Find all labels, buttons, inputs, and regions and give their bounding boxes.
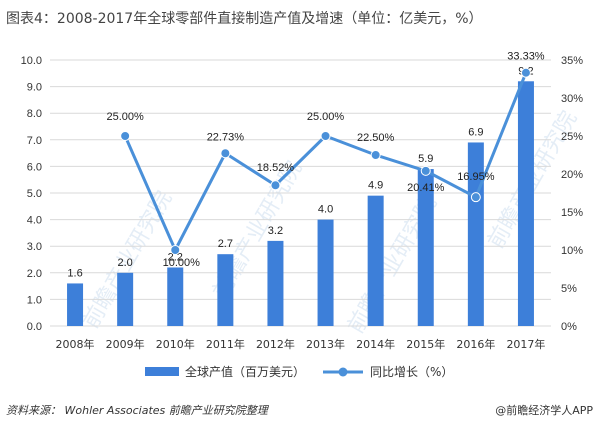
x-tick-label: 2017年 [506, 337, 545, 351]
y-left-tick-label: 7.0 [27, 135, 42, 147]
growth-value-label: 22.73% [207, 131, 245, 143]
growth-value-label: 33.33% [507, 51, 545, 63]
bar-value-label: 4.9 [368, 180, 383, 192]
bar-value-label: 1.6 [67, 267, 82, 279]
y-left-tick-label: 3.0 [27, 241, 42, 253]
chart-title: 图表4：2008-2017年全球零部件直接制造产值及增速（单位：亿美元，%） [6, 11, 483, 27]
bar [517, 81, 534, 326]
x-tick-label: 2011年 [206, 337, 245, 351]
growth-value-label: 22.50% [357, 132, 395, 144]
growth-point [420, 165, 431, 176]
y-right-tick-label: 10% [561, 245, 583, 257]
y-right-tick-label: 20% [561, 169, 583, 181]
y-right-tick-label: 30% [561, 93, 583, 105]
y-left-tick-label: 0.0 [27, 321, 42, 333]
x-tick-label: 2014年 [356, 337, 395, 351]
y-left-tick-label: 5.0 [27, 188, 42, 200]
growth-point [370, 150, 381, 160]
bar-value-label: 3.2 [268, 225, 283, 237]
bar [117, 272, 134, 326]
bar [417, 169, 434, 326]
growth-value-label: 20.41% [407, 182, 445, 194]
growth-value-label: 25.00% [106, 111, 144, 123]
growth-point [120, 131, 131, 141]
bar [367, 195, 384, 326]
y-right-tick-label: 15% [561, 207, 583, 219]
bar-value-label: 2.0 [118, 257, 133, 269]
y-left-tick-label: 1.0 [27, 294, 42, 306]
growth-value-label: 18.52% [257, 162, 295, 174]
bar-value-label: 4.0 [318, 204, 333, 216]
growth-point [170, 245, 181, 255]
x-tick-label: 2010年 [156, 337, 195, 351]
legend-label-line: 同比增长（%） [370, 365, 453, 379]
growth-point [220, 148, 231, 159]
growth-point [270, 180, 281, 191]
brand-credit: @前瞻经济学人APP [495, 404, 593, 417]
y-left-tick-label: 4.0 [27, 215, 42, 227]
bar [67, 283, 84, 326]
x-tick-label: 2008年 [56, 337, 95, 351]
growth-value-label: 25.00% [307, 111, 345, 123]
y-left-tick-label: 8.0 [27, 108, 42, 120]
growth-value-label: 16.95% [457, 171, 495, 183]
legend-swatch-marker [338, 367, 348, 377]
bar-value-label: 2.2 [168, 251, 183, 263]
x-tick-label: 2009年 [106, 337, 145, 351]
growth-point [470, 192, 481, 203]
growth-value-label: 10.00% [163, 257, 201, 269]
growth-point [320, 131, 331, 141]
y-left-tick-label: 10.0 [21, 55, 42, 67]
bar-value-label: 6.9 [468, 126, 483, 138]
y-left-tick-label: 2.0 [27, 268, 42, 280]
x-tick-label: 2012年 [256, 337, 295, 351]
y-right-tick-label: 25% [561, 131, 583, 143]
bar [317, 219, 334, 326]
bar [267, 240, 284, 326]
x-tick-label: 2015年 [406, 337, 445, 351]
bar [467, 142, 484, 326]
x-tick-label: 2013年 [306, 337, 345, 351]
y-left-tick-label: 6.0 [27, 161, 42, 173]
bar-value-label: 2.7 [218, 238, 233, 250]
x-tick-label: 2016年 [456, 337, 495, 351]
y-left-tick-label: 9.0 [27, 82, 42, 94]
bar [217, 254, 234, 326]
y-right-tick-label: 0% [561, 321, 577, 333]
y-right-tick-label: 5% [561, 283, 577, 295]
source-note: 资料来源： Wohler Associates 前瞻产业研究院整理 [6, 404, 268, 417]
y-right-tick-label: 35% [561, 55, 583, 67]
legend-swatch-bar [145, 367, 179, 376]
legend-label-bar: 全球产值（百万美元） [185, 364, 305, 379]
bar [167, 267, 184, 326]
bar-value-label: 5.9 [418, 153, 433, 165]
growth-point [520, 67, 531, 78]
